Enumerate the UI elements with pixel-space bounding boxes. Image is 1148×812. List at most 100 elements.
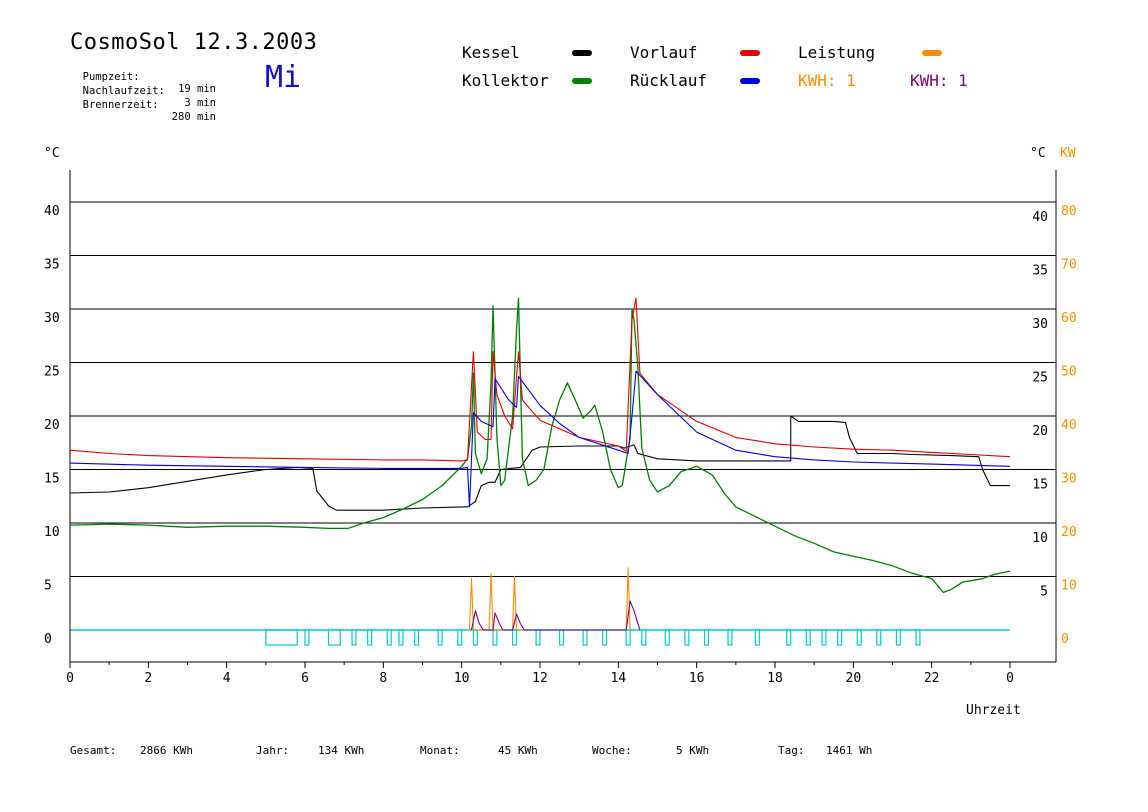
- pump-interval: [703, 629, 710, 646]
- x-tick-label: 18: [767, 671, 783, 686]
- x-tick-label: 0: [1006, 671, 1014, 686]
- x-tick-label: 14: [611, 671, 627, 686]
- x-tick-label: 4: [223, 671, 231, 686]
- pump-interval: [582, 629, 588, 646]
- legend-kwh-orange: KWH: 1: [798, 71, 856, 90]
- pump-interval: [535, 629, 541, 646]
- kw-tick-label: 70: [1061, 258, 1077, 273]
- pump-interval: [351, 629, 357, 646]
- pump-interval: [727, 629, 733, 646]
- pump-interval: [304, 629, 310, 646]
- y-right-tick-label: 15: [1032, 478, 1048, 493]
- series-line-3: [69, 370, 1011, 508]
- pump-interval: [915, 629, 921, 646]
- y-tick-label: 20: [44, 418, 60, 433]
- y-tick-label: 30: [44, 311, 60, 326]
- kw-tick-label: 0: [1061, 632, 1069, 647]
- pump-interval: [472, 629, 478, 646]
- info-value: 280 min: [171, 111, 216, 123]
- kw-tick-label: 10: [1061, 579, 1077, 594]
- pump-interval: [754, 629, 760, 646]
- weekday-label: Mi: [265, 60, 302, 95]
- footer-monat-value: 45 KWh: [498, 744, 538, 757]
- pump-activity: [265, 629, 921, 646]
- pump-interval: [684, 629, 690, 646]
- y-tick-label: 5: [44, 579, 52, 594]
- x-tick-label: 10: [454, 671, 470, 686]
- x-tick-label: 12: [532, 671, 548, 686]
- footer-tag-label: Tag:: [778, 744, 805, 757]
- footer-gesamt-label: Gesamt:: [70, 744, 117, 757]
- y-axis-label: °C: [44, 146, 60, 161]
- pump-interval: [856, 629, 862, 646]
- legend-kollektor-label: Kollektor: [462, 71, 549, 90]
- y-right-tick-label: 40: [1032, 210, 1048, 225]
- info-nachlaufzeit: Nachlaufzeit: 3 min: [70, 73, 216, 109]
- pump-interval: [837, 629, 843, 646]
- legend-ruecklauf-label: Rücklauf: [630, 71, 708, 90]
- chart-title: CosmoSol 12.3.2003: [70, 30, 318, 55]
- footer-gesamt-value: 2866 KWh: [140, 744, 193, 757]
- y-tick-label: 15: [44, 472, 60, 487]
- footer-woche-label: Woche:: [592, 744, 632, 757]
- pump-interval: [895, 629, 901, 646]
- y-right-tick-label: 20: [1032, 424, 1048, 439]
- y-tick-label: 40: [44, 204, 60, 219]
- pump-interval: [602, 629, 608, 646]
- grid: [70, 201, 1056, 631]
- footer-tag-value: 1461 Wh: [826, 744, 873, 757]
- series-line-5: [470, 600, 641, 631]
- pump-interval: [625, 629, 631, 646]
- kw-axis-label: KW: [1060, 146, 1076, 161]
- pump-interval: [805, 629, 811, 646]
- footer-jahr-value: 134 KWh: [318, 744, 365, 757]
- series-line-1: [69, 297, 1011, 594]
- kw-tick-label: 30: [1061, 472, 1077, 487]
- kw-tick-label: 50: [1061, 365, 1077, 380]
- y-tick-label: 0: [44, 632, 52, 647]
- x-axis-label: Uhrzeit: [966, 703, 1021, 718]
- pump-interval: [457, 629, 463, 646]
- pump-interval: [437, 629, 443, 646]
- x-tick-label: 0: [66, 671, 74, 686]
- legend-kessel-label: Kessel: [462, 43, 520, 62]
- footer-jahr-label: Jahr:: [256, 744, 290, 757]
- y-tick-label: 10: [44, 525, 60, 540]
- pump-interval: [876, 629, 882, 646]
- x-tick-label: 22: [924, 671, 940, 686]
- info-value: 3 min: [184, 97, 216, 109]
- pump-interval: [558, 629, 565, 646]
- pump-interval: [398, 629, 404, 646]
- y-tick-label: 25: [44, 365, 60, 380]
- axes: [69, 170, 1057, 668]
- x-tick-label: 6: [301, 671, 309, 686]
- pump-interval: [786, 629, 792, 646]
- y-right-tick-label: 25: [1032, 371, 1048, 386]
- pump-interval: [821, 629, 827, 646]
- pump-interval: [414, 629, 420, 646]
- x-tick-label: 16: [689, 671, 705, 686]
- y-right-axis-label: °C: [1030, 146, 1046, 161]
- info-brennerzeit: Brennerzeit: 280 min: [70, 87, 216, 123]
- pump-interval: [265, 629, 298, 646]
- legend-vorlauf-swatch: [740, 50, 760, 56]
- axis-labels: 0 2 4 6 8 10 12 14 16 18 20 22 0 0 5 10 15 20 25 30 35 40 5 10 1…: [44, 146, 1077, 718]
- pump-interval: [327, 629, 341, 646]
- y-right-tick-label: 30: [1032, 317, 1048, 332]
- info-pumpzeit: Pumpzeit: 19 min: [70, 59, 216, 95]
- pump-interval: [511, 629, 518, 646]
- info-label: Nachlaufzeit:: [82, 85, 165, 97]
- y-tick-label: 35: [44, 258, 60, 273]
- x-tick-label: 20: [846, 671, 862, 686]
- series: [69, 297, 1011, 631]
- y-right-tick-label: 10: [1032, 531, 1048, 546]
- footer-woche-value: 5 KWh: [676, 744, 710, 757]
- kw-tick-label: 60: [1061, 311, 1077, 326]
- series-line-2: [69, 297, 1011, 462]
- pump-interval: [664, 629, 670, 646]
- legend-kessel-swatch: [572, 50, 592, 56]
- legend-vorlauf-label: Vorlauf: [630, 43, 698, 62]
- info-label: Brennerzeit:: [82, 99, 159, 111]
- y-right-tick-label: 35: [1032, 264, 1048, 279]
